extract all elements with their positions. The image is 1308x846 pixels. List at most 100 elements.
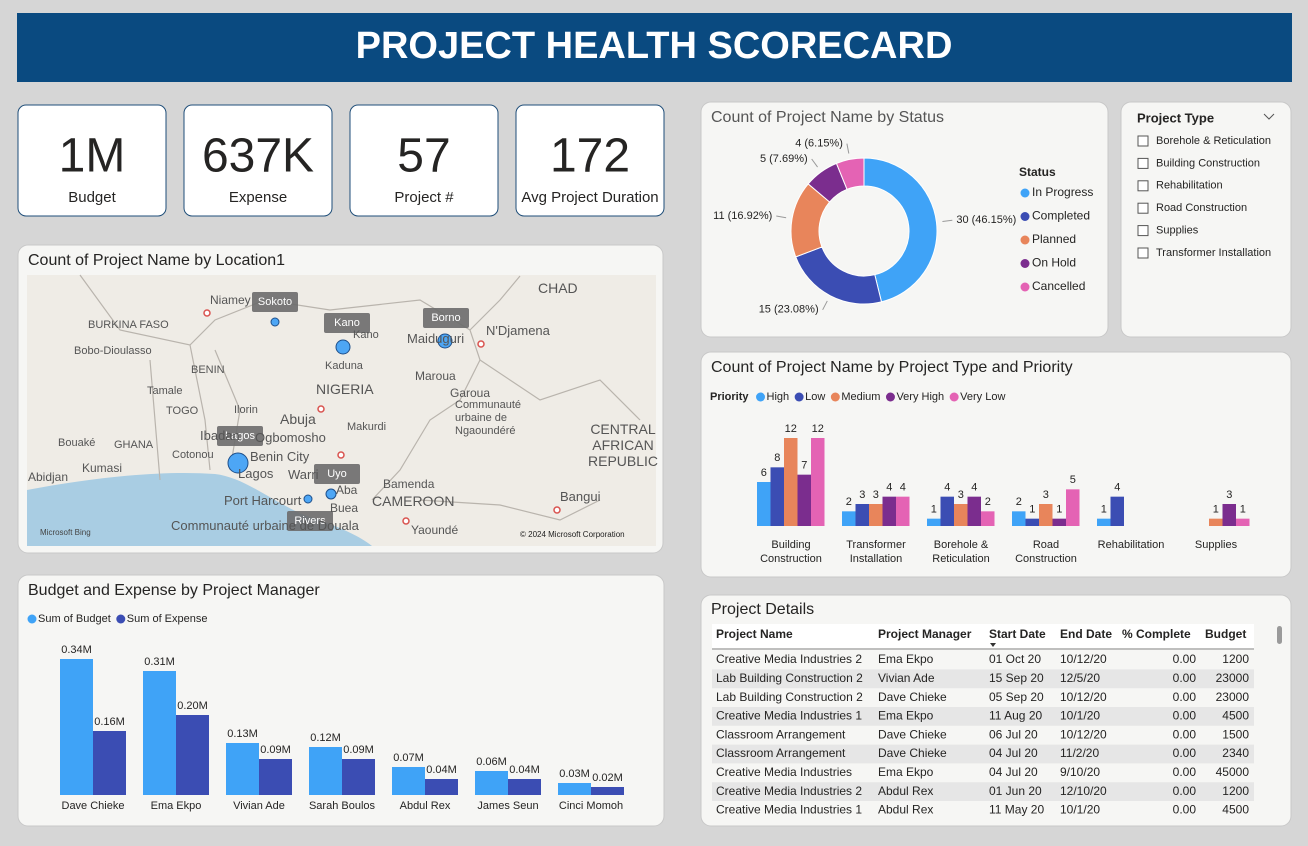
- data-label: 0.20M: [177, 700, 208, 712]
- legend-dot: [1020, 259, 1030, 268]
- slicer-item: Borehole & Reticulation: [1156, 135, 1271, 147]
- panel: [1120, 101, 1292, 338]
- checkbox[interactable]: [1137, 225, 1149, 237]
- bar: [508, 779, 541, 795]
- location-label: Rivers: [294, 515, 326, 527]
- x-tick-label: Abdul Rex: [400, 800, 451, 812]
- row-shade: [712, 782, 1254, 801]
- x-tick-label: Ema Ekpo: [151, 800, 202, 812]
- location-label-box: [217, 426, 263, 446]
- map-place: Buea: [330, 501, 359, 515]
- map-border: [79, 274, 641, 521]
- legend-label: Sum of Budget: [38, 613, 111, 625]
- column-header[interactable]: Start Date: [989, 627, 1046, 641]
- kpi-value: 1M: [59, 130, 126, 183]
- location-label-box: [324, 313, 370, 333]
- map-place: Kaduna: [325, 360, 363, 372]
- legend-label: Cancelled: [1032, 279, 1085, 293]
- location-label: Sokoto: [258, 296, 292, 308]
- city-dot: [402, 517, 410, 525]
- table-header-bg: [712, 624, 1254, 648]
- slicer-item: Building Construction: [1156, 157, 1260, 169]
- data-label: 0.09M: [343, 744, 374, 756]
- leader-line: [776, 215, 787, 219]
- data-label: 1: [1029, 504, 1035, 516]
- table-cell: 0.00: [1173, 709, 1197, 723]
- table-cell: 0.00: [1173, 746, 1197, 760]
- map-place: Abuja: [280, 411, 316, 427]
- city-dot: [477, 340, 485, 348]
- column-header[interactable]: Budget: [1205, 627, 1246, 641]
- column-header[interactable]: End Date: [1060, 627, 1112, 641]
- data-label: 0.06M: [476, 756, 507, 768]
- bar: [1209, 518, 1223, 526]
- checkbox[interactable]: [1137, 180, 1149, 192]
- map-place: Garoua: [450, 386, 491, 400]
- checkbox[interactable]: [1137, 202, 1149, 214]
- data-label: 0.02M: [592, 772, 623, 784]
- map-place: Communauté urbaine de Douala: [171, 518, 359, 533]
- x-tick-label: James Seun: [477, 800, 538, 812]
- table-cell: 01 Jun 20: [989, 784, 1042, 798]
- table-cell: 06 Jul 20: [989, 727, 1038, 741]
- map-place: Warri: [288, 467, 319, 482]
- table-cell: 12/10/20: [1060, 784, 1107, 798]
- x-tick-label: Cinci Momoh: [559, 800, 623, 812]
- data-label: 6: [761, 467, 767, 479]
- map-place: Ilorin: [234, 404, 258, 416]
- map-place: Lagos: [238, 466, 274, 481]
- table-cell: 10/1/20: [1060, 803, 1100, 817]
- table-cell: Dave Chieke: [878, 727, 947, 741]
- map-place: Aba: [336, 483, 358, 497]
- header-banner: [17, 13, 1292, 82]
- data-label: 7: [801, 460, 807, 472]
- bar: [259, 759, 292, 795]
- data-label: 12: [785, 423, 797, 435]
- data-label: 4: [1114, 482, 1120, 494]
- bar: [869, 504, 883, 526]
- column-header[interactable]: Project Manager: [878, 627, 972, 641]
- kpi-value: 57: [397, 130, 450, 183]
- column-header[interactable]: Project Name: [716, 627, 793, 641]
- map-place: N'Djamena: [486, 323, 550, 338]
- bar: [93, 731, 126, 795]
- data-label: 0.03M: [559, 768, 590, 780]
- table-cell: 23000: [1216, 671, 1250, 685]
- location-label: Lagos: [225, 430, 255, 442]
- data-label: 3: [859, 489, 865, 501]
- x-tick-label: Sarah Boulos: [309, 800, 376, 812]
- bar: [842, 511, 856, 526]
- legend-dot: [1020, 212, 1030, 221]
- bar: [855, 504, 869, 526]
- legend-label: Very Low: [960, 391, 1005, 403]
- table-cell: Ema Ekpo: [878, 652, 934, 666]
- checkbox[interactable]: [1137, 247, 1149, 259]
- scrollbar[interactable]: [1277, 626, 1282, 644]
- panel: [700, 101, 1109, 338]
- location-bubble: [437, 333, 453, 349]
- map-place: Bouaké: [58, 437, 96, 449]
- bar: [797, 474, 811, 526]
- x-tick-label: Dave Chieke: [62, 800, 125, 812]
- data-label: 11 (16.92%): [713, 210, 772, 222]
- x-tick-label: Vivian Ade: [233, 800, 285, 812]
- checkbox[interactable]: [1137, 157, 1149, 169]
- map-place: Ogbomosho: [255, 430, 326, 445]
- city-dot: [317, 405, 325, 413]
- checkbox[interactable]: [1137, 135, 1149, 147]
- data-label: 4 (6.15%): [795, 138, 843, 150]
- bar: [1039, 504, 1053, 526]
- legend-dot: [27, 614, 37, 624]
- x-tick-label: Building Construction: [760, 539, 822, 565]
- bar: [967, 496, 981, 526]
- column-header[interactable]: % Complete: [1122, 627, 1191, 641]
- bar: [143, 671, 176, 795]
- data-label: 0.12M: [310, 732, 341, 744]
- slicer-item: Road Construction: [1156, 202, 1247, 214]
- table-cell: Lab Building Construction 2: [716, 671, 863, 685]
- legend-dot: [756, 392, 766, 402]
- data-label: 5 (7.69%): [760, 153, 808, 165]
- kpi-label: Project #: [394, 189, 454, 206]
- data-label: 4: [900, 482, 906, 494]
